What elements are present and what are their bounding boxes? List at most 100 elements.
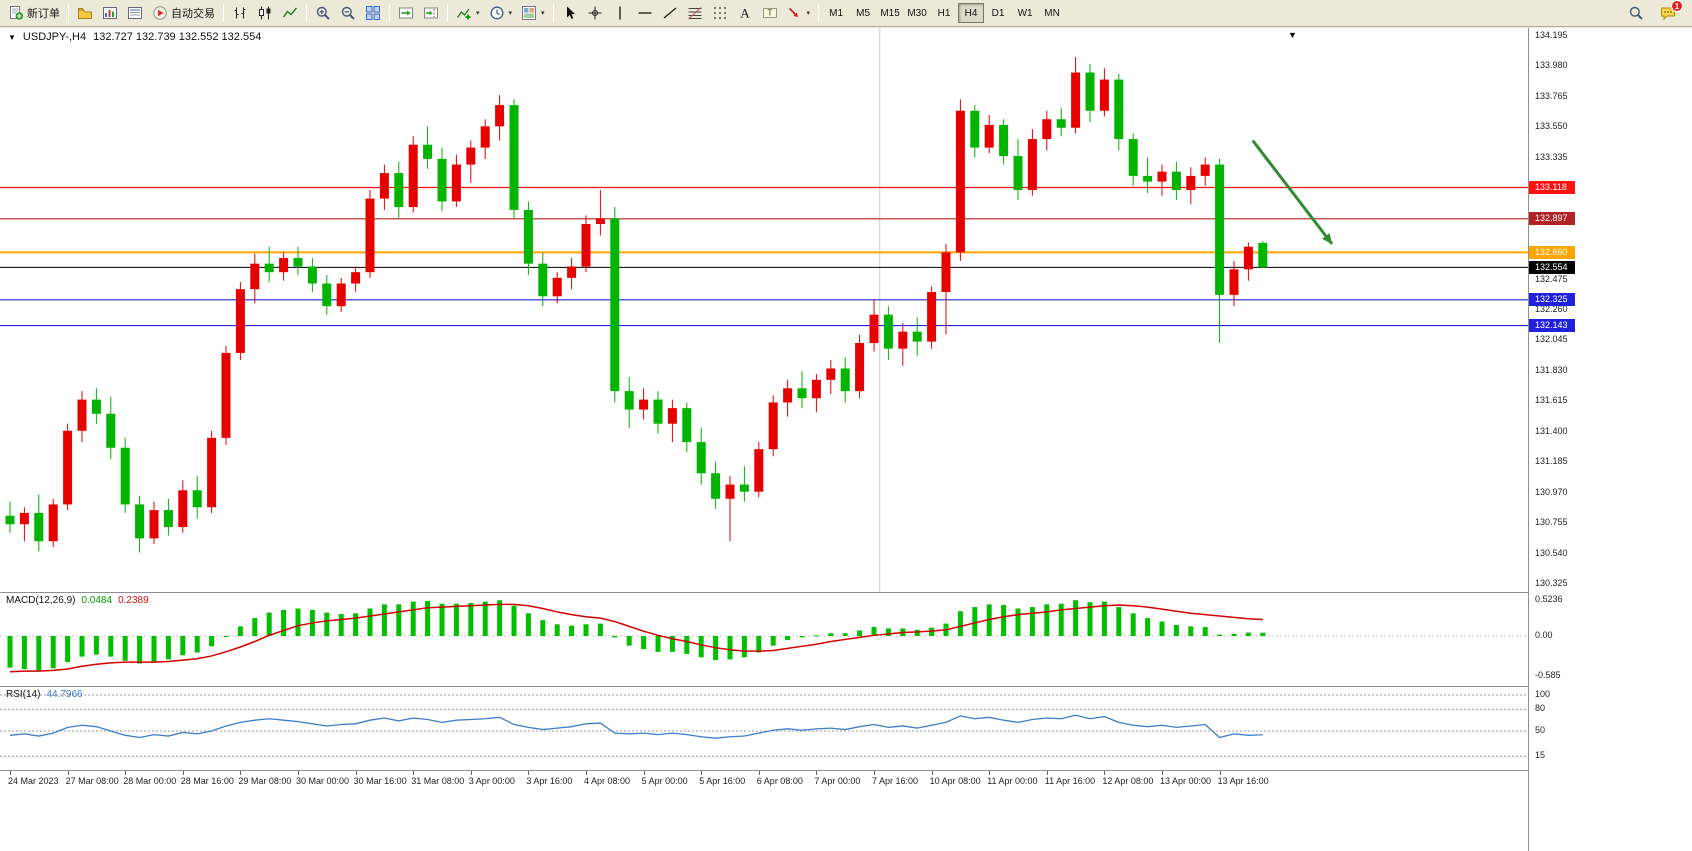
timeframe-m15-button[interactable]: M15 xyxy=(877,3,903,23)
arrows-icon xyxy=(787,5,803,21)
bar-chart-icon xyxy=(232,5,248,21)
macd-signal-line xyxy=(9,603,1263,673)
market-watch-button[interactable] xyxy=(98,2,122,24)
chart-window[interactable]: ▼ USDJPY-,H4 132.727 132.739 132.552 132… xyxy=(0,28,1692,851)
chart-shift-button[interactable] xyxy=(419,2,443,24)
timeframe-m30-button[interactable]: M30 xyxy=(904,3,930,23)
time-tick: 3 Apr 00:00 xyxy=(468,776,515,786)
time-tick-mark xyxy=(874,771,875,775)
candlestick-chart-button[interactable] xyxy=(253,2,277,24)
macd-main-value: 0.0484 xyxy=(81,595,113,606)
rsi-panel[interactable] xyxy=(0,686,1528,769)
autotrading-button[interactable]: 自动交易 xyxy=(148,2,219,24)
line-chart-button[interactable] xyxy=(278,2,302,24)
rsi-scale-tick: 15 xyxy=(1535,750,1546,761)
chevron-down-icon: ▾ xyxy=(508,10,513,17)
price-axis[interactable]: 134.195 133.980 133.765 133.550 133.335 132.4… xyxy=(1528,28,1692,851)
price-tick: 132.260 xyxy=(1535,304,1568,314)
text-button[interactable]: A xyxy=(733,2,757,24)
zoom-out-button[interactable] xyxy=(336,2,360,24)
arrows-button[interactable]: ▾ xyxy=(783,2,815,24)
price-tick: 130.540 xyxy=(1535,547,1568,558)
timeframe-m1-button[interactable]: M1 xyxy=(823,3,849,23)
time-axis[interactable]: 24 Mar 2023 27 Mar 08:00 28 Mar 00:00 28 Ma… xyxy=(0,770,1528,851)
timeframe-mn-button[interactable]: MN xyxy=(1039,3,1065,23)
price-tick: 132.045 xyxy=(1535,334,1568,345)
chevron-down-icon: ▾ xyxy=(806,10,811,17)
autotrading-label: 自动交易 xyxy=(171,8,215,20)
macd-scale-tick: -0.585 xyxy=(1535,670,1561,681)
time-tick: 3 Apr 16:00 xyxy=(526,776,573,786)
time-tick: 7 Apr 00:00 xyxy=(814,776,861,786)
horizontal-line-button[interactable] xyxy=(633,2,657,24)
zoom-in-button[interactable] xyxy=(311,2,335,24)
rsi-scale-tick: 50 xyxy=(1535,725,1546,735)
macd-scale-tick: 0.00 xyxy=(1535,630,1553,640)
toolbar-separator xyxy=(818,4,820,22)
periods-button[interactable]: ▾ xyxy=(485,2,517,24)
trend-arrow[interactable] xyxy=(1251,139,1334,245)
timeframe-h4-button[interactable]: H4 xyxy=(958,3,985,23)
crosshair-icon xyxy=(587,5,603,21)
price-tick: 131.400 xyxy=(1535,425,1568,436)
indicators-icon xyxy=(456,5,472,21)
fibonacci-button[interactable] xyxy=(683,2,707,24)
price-tag: 132.897 xyxy=(1529,212,1575,226)
macd-signal-value: 0.2389 xyxy=(118,595,149,606)
time-tick-mark xyxy=(528,771,530,775)
auto-scroll-button[interactable] xyxy=(394,2,418,24)
toolbar-separator xyxy=(389,4,390,22)
auto-scroll-icon xyxy=(398,5,414,21)
timeframe-w1-button[interactable]: W1 xyxy=(1012,3,1038,23)
templates-icon xyxy=(521,5,537,21)
tile-windows-button[interactable] xyxy=(361,2,385,24)
timeframe-d1-button[interactable]: D1 xyxy=(985,3,1011,23)
macd-panel[interactable] xyxy=(0,592,1528,685)
bar-chart-button[interactable] xyxy=(228,2,252,24)
timeframe-m5-button[interactable]: M5 xyxy=(850,3,876,23)
timeframe-h1-button[interactable]: H1 xyxy=(931,3,957,23)
price-tag: 133.118 xyxy=(1529,181,1575,194)
price-tick: 133.550 xyxy=(1535,121,1568,132)
price-tag: 132.143 xyxy=(1529,319,1575,333)
cursor-button[interactable] xyxy=(558,2,582,24)
crosshair-button[interactable] xyxy=(583,2,607,24)
chart-symbol-dropdown-icon[interactable]: ▼ xyxy=(8,32,16,42)
toolbar-right-group: 1 xyxy=(1624,0,1688,24)
shapes-icon xyxy=(712,5,728,21)
time-tick-mark xyxy=(989,771,991,775)
price-tag: 132.660 xyxy=(1529,245,1575,259)
time-tick: 30 Mar 16:00 xyxy=(353,776,407,786)
trendline-button[interactable] xyxy=(658,2,682,24)
new-order-button[interactable]: 新订单 xyxy=(4,2,64,24)
time-tick-mark xyxy=(586,771,587,775)
scroll-to-end-icon[interactable]: ▼ xyxy=(1288,30,1297,40)
price-tick: 131.615 xyxy=(1535,395,1568,406)
time-tick: 12 Apr 08:00 xyxy=(1102,776,1154,786)
time-tick: 24 Mar 2023 xyxy=(8,776,59,786)
data-window-button[interactable] xyxy=(123,2,147,24)
indicators-button[interactable]: ▾ xyxy=(452,2,484,24)
new-order-icon xyxy=(8,5,24,21)
time-tick-mark xyxy=(643,771,645,775)
time-tick: 27 Mar 08:00 xyxy=(65,776,119,786)
templates-button[interactable]: ▾ xyxy=(517,2,549,24)
price-tick: 134.195 xyxy=(1535,30,1568,40)
line-chart-icon xyxy=(282,5,298,21)
vertical-line-button[interactable] xyxy=(608,2,632,24)
autotrading-icon xyxy=(152,5,168,21)
text-label-button[interactable]: T xyxy=(758,2,782,24)
price-tick: 132.475 xyxy=(1535,273,1568,284)
chart-shift-icon xyxy=(423,5,439,21)
text-icon: A xyxy=(737,5,753,21)
shapes-button[interactable] xyxy=(708,2,732,24)
search-button[interactable] xyxy=(1624,2,1648,24)
notifications-button[interactable]: 1 xyxy=(1656,0,1683,24)
time-tick-mark xyxy=(413,771,415,775)
profiles-button[interactable] xyxy=(73,2,97,24)
main-chart-panel[interactable] xyxy=(0,28,1528,592)
macd-scale-tick: 0.5236 xyxy=(1535,593,1563,604)
time-tick-mark xyxy=(355,771,357,775)
time-tick-mark xyxy=(470,771,472,775)
